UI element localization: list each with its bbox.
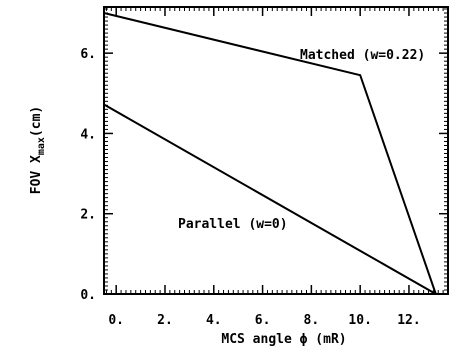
plot-frame <box>103 6 449 295</box>
y-tick-label: 6. <box>80 47 96 62</box>
y-axis-label-unit: (cm) <box>29 106 44 137</box>
x-tick-label: 4. <box>206 313 222 328</box>
y-axis-label-sub: max <box>36 137 47 155</box>
x-tick-label: 6. <box>255 313 271 328</box>
y-tick-label: 2. <box>80 208 96 223</box>
x-tick-label: 0. <box>108 313 124 328</box>
x-axis-label: MCS angle ϕ (mR) <box>221 332 346 347</box>
x-tick-label: 2. <box>157 313 173 328</box>
minor-ticks <box>104 7 449 295</box>
y-tick-label: 0. <box>80 288 96 303</box>
series-lines <box>103 12 437 295</box>
y-tick-labels: 0. 2. 4. 6. <box>80 47 96 303</box>
series-label-matched: Matched (w=0.22) <box>300 48 425 63</box>
x-tick-label: 10. <box>348 313 371 328</box>
series-label-parallel: Parallel (w=0) <box>178 217 288 232</box>
x-tick-labels: 0. 2. 4. 6. 8. 10. 12. <box>108 313 420 328</box>
x-tick-label: 8. <box>304 313 320 328</box>
series-line-0 <box>103 12 437 295</box>
major-ticks <box>104 7 448 295</box>
y-axis-label: FOV Xmax(cm) <box>29 106 47 195</box>
y-tick-label: 4. <box>80 127 96 142</box>
x-tick-label: 12. <box>397 313 420 328</box>
series-line-1 <box>103 103 437 295</box>
y-axis-label-main: FOV X <box>29 155 44 194</box>
